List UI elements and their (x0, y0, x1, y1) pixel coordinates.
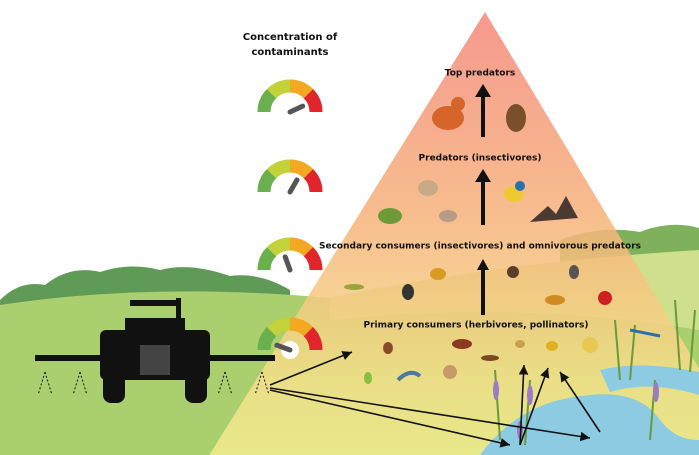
gauge-arc (272, 86, 290, 94)
gauge-arc (272, 166, 290, 174)
gauge-arc (264, 252, 272, 270)
level-label: Secondary consumers (insectivores) and o… (319, 242, 641, 252)
gauge-arc (290, 244, 308, 252)
gauge-arc (308, 174, 316, 192)
gauge-arc (290, 324, 308, 332)
gauge-arc (272, 324, 290, 332)
illustration: Top predators Predators (insectivores) S… (0, 0, 699, 455)
gauge-arc (290, 166, 308, 174)
gauge-arc (308, 252, 316, 270)
level-label: Predators (insectivores) (419, 154, 542, 164)
gauge-arc (308, 94, 316, 112)
gauge-arc (264, 94, 272, 112)
level-label: Top predators (445, 69, 515, 79)
gauge-arc (272, 244, 290, 252)
level-label: Primary consumers (herbivores, pollinato… (364, 321, 589, 331)
gauge-arc (264, 332, 272, 350)
diagram: Top predators Predators (insectivores) S… (0, 0, 699, 455)
title: Concentration of contaminants (232, 30, 348, 60)
gauge-arc (308, 332, 316, 350)
gauge-arc (264, 174, 272, 192)
gauge-arc (290, 86, 308, 94)
